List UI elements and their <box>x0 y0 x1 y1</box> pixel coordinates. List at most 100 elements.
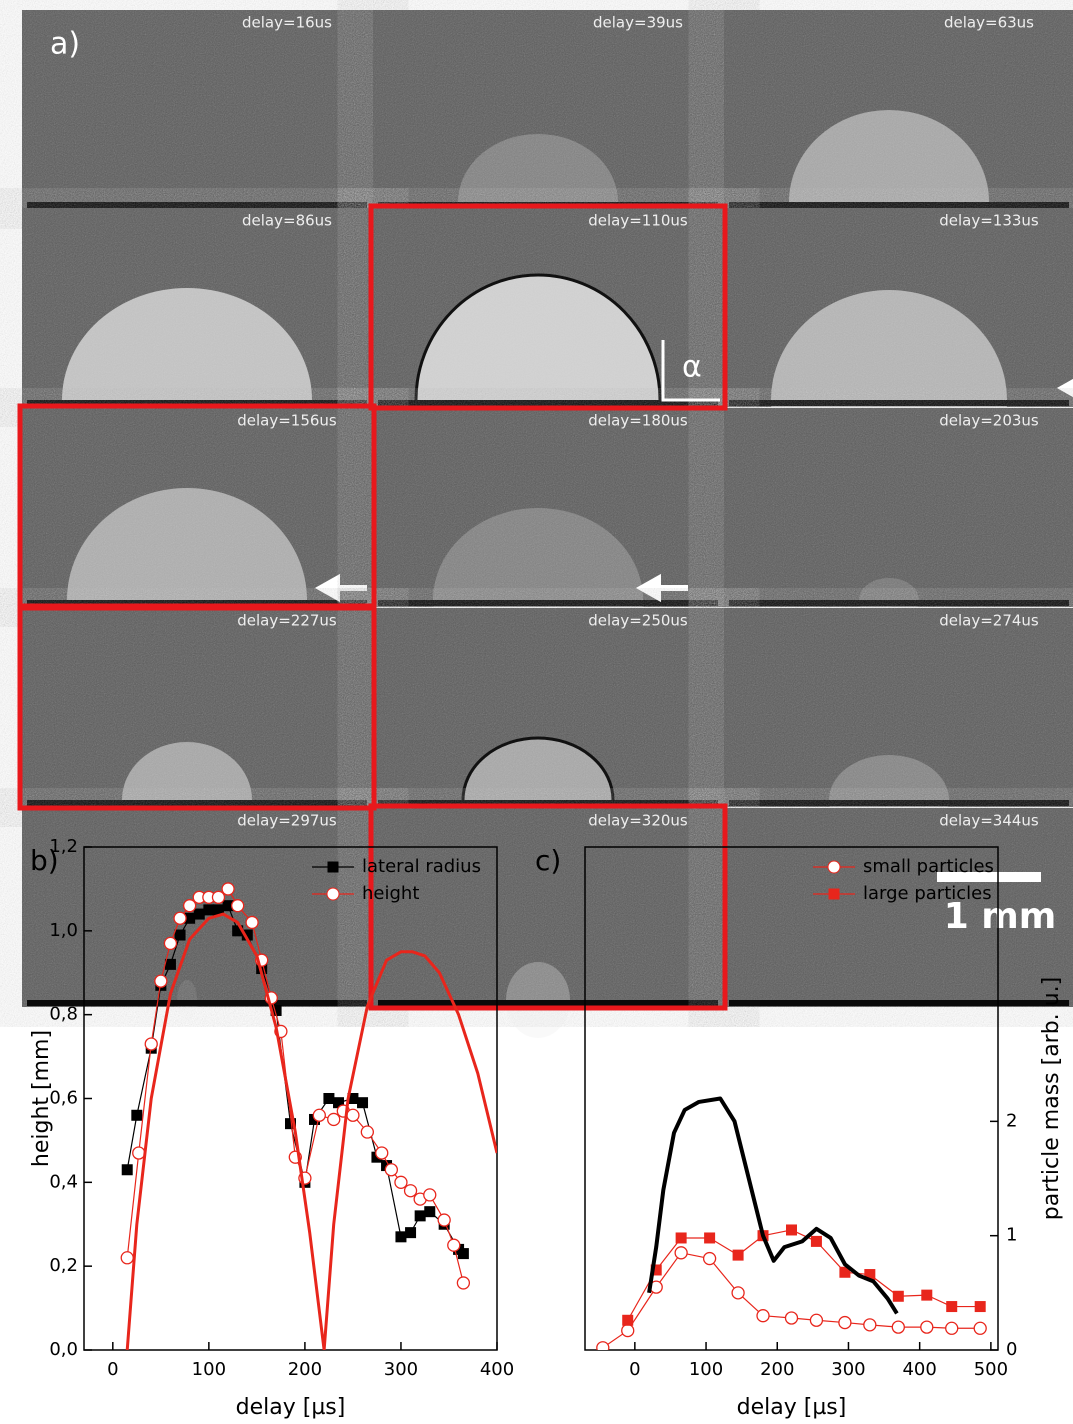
x-tick-label: 0 <box>629 1359 640 1380</box>
frame-label: delay=180us <box>588 412 688 430</box>
point <box>921 1290 932 1301</box>
point <box>676 1232 687 1243</box>
point <box>203 904 214 915</box>
y-tick-label: 1,2 <box>49 836 78 857</box>
point <box>864 1319 876 1331</box>
point <box>121 1252 133 1264</box>
point <box>786 1312 798 1324</box>
x-tick-label: 300 <box>831 1359 865 1380</box>
point <box>222 883 234 895</box>
substrate <box>378 1000 718 1006</box>
point <box>212 891 224 903</box>
frame-label: delay=133us <box>939 212 1039 230</box>
x-tick-label: 300 <box>384 1359 418 1380</box>
series-line <box>628 1230 980 1320</box>
point <box>131 1110 142 1121</box>
y-tick-label: 0,2 <box>49 1255 78 1276</box>
substrate <box>27 1000 367 1006</box>
frame-label: delay=274us <box>939 612 1039 630</box>
legend-marker <box>328 862 339 873</box>
frame-label: delay=250us <box>588 612 688 630</box>
point <box>448 1239 460 1251</box>
point <box>733 1250 744 1261</box>
point <box>975 1301 986 1312</box>
y2-tick-label: 1 <box>1006 1225 1017 1246</box>
y2-tick-label: 0 <box>1006 1339 1017 1360</box>
point <box>974 1322 986 1334</box>
frame-label: delay=156us <box>237 412 337 430</box>
legend-label: large particles <box>863 883 992 904</box>
series <box>649 1099 897 1314</box>
point <box>457 1277 469 1289</box>
point <box>946 1322 958 1334</box>
point <box>438 1214 450 1226</box>
point <box>376 1147 388 1159</box>
point <box>424 1189 436 1201</box>
point <box>164 937 176 949</box>
frame-label: delay=227us <box>237 612 337 630</box>
point <box>385 1164 397 1176</box>
point <box>946 1301 957 1312</box>
point <box>810 1314 822 1326</box>
point <box>405 1185 417 1197</box>
frame-label: delay=320us <box>588 812 688 830</box>
substrate <box>729 800 1069 806</box>
y2-axis-title: particle mass [arb. u.] <box>1039 977 1064 1220</box>
panel-label: c) <box>535 844 561 877</box>
point <box>424 1206 435 1217</box>
point <box>232 900 244 912</box>
point <box>145 1038 157 1050</box>
x-tick-label: 100 <box>192 1359 226 1380</box>
point <box>347 1109 359 1121</box>
point <box>395 1231 406 1242</box>
point <box>323 1093 334 1104</box>
x-tick-label: 0 <box>107 1359 118 1380</box>
frame-label: delay=16us <box>242 14 332 32</box>
point <box>622 1325 634 1337</box>
point <box>174 912 186 924</box>
point <box>786 1224 797 1235</box>
x-axis-title: delay [µs] <box>737 1395 847 1420</box>
point <box>361 1126 373 1138</box>
legend-marker <box>828 861 840 873</box>
point <box>155 975 167 987</box>
y2-tick-label: 2 <box>1006 1110 1017 1131</box>
x-tick-label: 200 <box>760 1359 794 1380</box>
x-tick-label: 200 <box>288 1359 322 1380</box>
point <box>811 1236 822 1247</box>
legend-label: lateral radius <box>362 856 481 877</box>
point <box>415 1210 426 1221</box>
point <box>357 1097 368 1108</box>
point <box>133 1147 145 1159</box>
point <box>194 909 205 920</box>
point <box>921 1321 933 1333</box>
point <box>395 1176 407 1188</box>
frame-label: delay=63us <box>944 14 1034 32</box>
y-tick-label: 0,8 <box>49 1004 78 1025</box>
substrate <box>729 202 1069 208</box>
x-tick-label: 400 <box>480 1359 514 1380</box>
substrate <box>729 1000 1069 1006</box>
point <box>122 1164 133 1175</box>
legend-label: height <box>362 883 419 904</box>
legend-label: small particles <box>863 856 994 877</box>
substrate <box>729 400 1069 406</box>
point <box>313 1109 325 1121</box>
frame-label: delay=39us <box>593 14 683 32</box>
x-tick-label: 400 <box>902 1359 936 1380</box>
point <box>839 1317 851 1329</box>
frame-label: delay=297us <box>237 812 337 830</box>
x-tick-label: 500 <box>974 1359 1008 1380</box>
frame-label: delay=344us <box>939 812 1039 830</box>
frame-label: delay=203us <box>939 412 1039 430</box>
substrate <box>27 202 367 208</box>
point <box>184 900 196 912</box>
point <box>893 1291 904 1302</box>
x-axis-title: delay [µs] <box>236 1395 346 1420</box>
point <box>175 930 186 941</box>
substrate <box>27 800 367 806</box>
y-tick-label: 1,0 <box>49 920 78 941</box>
legend-marker <box>829 889 840 900</box>
point <box>704 1253 716 1265</box>
point <box>732 1287 744 1299</box>
